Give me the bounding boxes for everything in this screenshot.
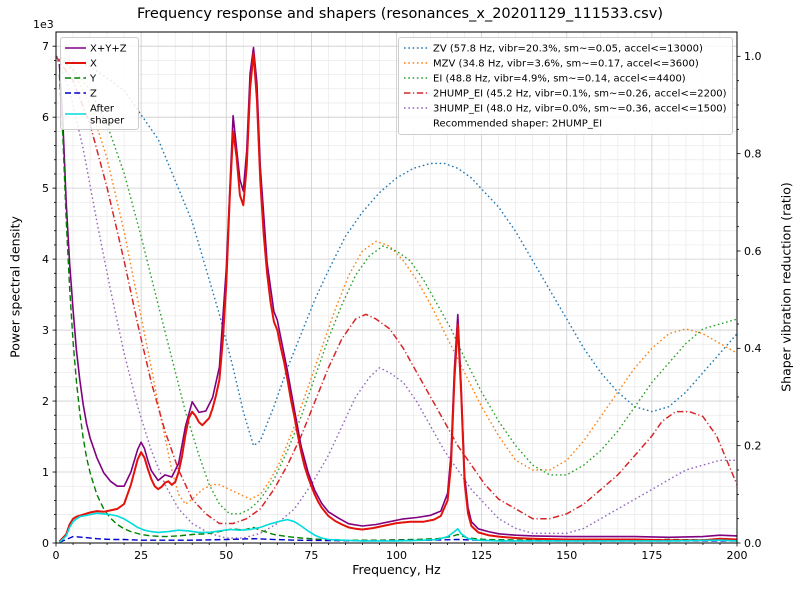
y-left-tick-label: 4 [42, 253, 49, 266]
y-left-tick-label: 0 [42, 537, 49, 550]
curve-2hump-ei-45-2-hz-vibr-0-1-sm-0-26-accel-2200 [55, 55, 738, 525]
x-tick-label: 75 [304, 549, 318, 562]
legend-label: Z [90, 89, 97, 100]
curve-zv-57-8-hz-vibr-20-3-sm-0-05-accel-13000 [55, 55, 738, 447]
curve-3hump-ei-48-0-hz-vibr-0-0-sm-0-36-accel-1500 [55, 56, 737, 539]
legend-label: X [90, 59, 97, 70]
legend-label: 3HUMP_EI (48.0 Hz, vibr=0.0%, sm~=0.36, … [433, 104, 727, 115]
x-tick-label: 175 [641, 549, 662, 562]
x-tick-label: 0 [53, 549, 60, 562]
legend-label: MZV (34.8 Hz, vibr=3.6%, sm~=0.17, accel… [433, 59, 699, 70]
x-tick-label: 125 [471, 549, 492, 562]
legend-label: 2HUMP_EI (45.2 Hz, vibr=0.1%, sm~=0.26, … [433, 89, 727, 100]
legend-label: ZV (57.8 Hz, vibr=20.3%, sm~=0.05, accel… [433, 44, 703, 55]
legend-shapers: ZV (57.8 Hz, vibr=20.3%, sm~=0.05, accel… [398, 37, 733, 135]
legend-label: After [90, 104, 115, 115]
legend-label: Y [89, 74, 97, 85]
curve-ei-48-8-hz-vibr-4-9-sm-0-14-accel-4400 [55, 55, 738, 515]
legend-label: EI (48.8 Hz, vibr=4.9%, sm~=0.14, accel<… [433, 74, 686, 85]
x-tick-label: 25 [134, 549, 148, 562]
y-right-tick-label: 0.6 [744, 245, 762, 258]
x-tick-label: 150 [556, 549, 577, 562]
x-axis-label: Frequency, Hz [352, 562, 441, 577]
y-left-tick-label: 6 [42, 111, 49, 124]
curve-x [58, 52, 738, 543]
y-axis-label-right: Shaper vibration reduction (ratio) [778, 182, 794, 392]
chart-title: Frequency response and shapers (resonanc… [137, 6, 663, 22]
y-axis-label-left: Power spectral density [7, 216, 23, 358]
curve-after-shaper [58, 512, 738, 543]
y-axis-offset-label: 1e3 [33, 18, 54, 31]
y-left-tick-label: 3 [42, 324, 49, 337]
y-left-tick-label: 5 [42, 182, 49, 195]
y-right-tick-label: 0.8 [744, 148, 762, 161]
x-tick-label: 100 [386, 549, 407, 562]
x-tick-label: 200 [727, 549, 748, 562]
legend-label: shaper [90, 116, 125, 127]
y-right-tick-label: 0.4 [744, 342, 762, 355]
curve-y [58, 74, 738, 541]
y-left-tick-label: 7 [42, 40, 49, 53]
y-right-tick-label: 0.2 [744, 440, 762, 453]
axis-tick-labels: 0 25 50 75 100 125 150 175 200 0 1 2 3 4 5 6 7 0.0 0.2 0.4 0… [42, 40, 762, 562]
y-left-tick-label: 2 [42, 395, 49, 408]
y-left-tick-label: 1 [42, 466, 49, 479]
y-right-tick-label: 1.0 [744, 50, 762, 63]
recommended-shaper-note: Recommended shaper: 2HUMP_EI [433, 119, 602, 130]
x-tick-label: 50 [219, 549, 233, 562]
legend-label: X+Y+Z [90, 44, 127, 55]
axis-ticks [52, 45, 741, 547]
y-right-tick-label: 0.0 [744, 537, 762, 550]
